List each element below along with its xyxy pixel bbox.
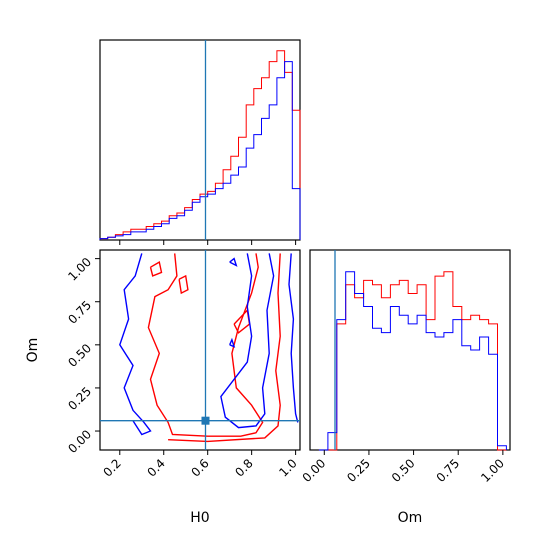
- contour-xtick-label: 0.8: [232, 456, 255, 479]
- panel-hist-H0: [99, 39, 301, 245]
- contour-ytick-label: 0.25: [65, 384, 94, 413]
- hist-Om-series-b-step: [318, 271, 507, 451]
- contour-xtick-label: 1.0: [276, 456, 299, 479]
- hist-Om-xtick-label: 1.00: [478, 456, 507, 485]
- y-axis-label-Om: Om: [25, 338, 41, 363]
- hist-H0-xticks: [119, 240, 297, 245]
- panel-contour-H0-Om: 0.2 0.4 0.6 0.8 1.0 0.000.250.500.751.00 H0 …: [25, 249, 301, 526]
- hist-H0-series-b-step: [99, 61, 301, 240]
- hist-Om-xtick-label: 0.50: [389, 456, 418, 485]
- contour-line-0: [147, 253, 264, 437]
- x-axis-label-Om: Om: [398, 510, 423, 526]
- contour-line-9: [288, 253, 299, 423]
- x-axis-label-H0: H0: [190, 510, 209, 526]
- hist-Om-xticks: 0.00 0.25 0.50 0.75 1.00: [300, 450, 507, 485]
- contour-line-1: [149, 261, 163, 277]
- contour-lines: [119, 253, 299, 443]
- contour-ytick-label: 0.00: [65, 427, 94, 456]
- hist-Om-steps: [318, 271, 507, 451]
- contour-xtick-label: 0.2: [101, 456, 124, 479]
- hist-Om-series-a-step: [318, 271, 507, 451]
- contour-line-8: [220, 253, 275, 429]
- axes-frame-contour: [99, 249, 301, 451]
- truth-markers: [100, 40, 336, 450]
- contour-ytick-label: 0.75: [65, 298, 94, 327]
- contour-xtick-label: 0.6: [188, 456, 211, 479]
- contour-xtick-label: 0.4: [144, 456, 167, 479]
- axes-frame-hist-H0: [99, 39, 301, 241]
- contour-line-4: [168, 253, 281, 443]
- contour-ytick-label: 1.00: [65, 255, 94, 284]
- axes-frame-hist-Om: [309, 249, 511, 451]
- contour-line-7: [229, 337, 236, 348]
- hist-Om-xtick-label: 0.25: [344, 456, 373, 485]
- contour-yticks: 0.00 0.25 0.50 0.75 1.00: [65, 255, 100, 456]
- contour-line-5: [119, 253, 152, 436]
- hist-H0-steps: [99, 50, 301, 240]
- contour-xticks: 0.2 0.4 0.6 0.8 1.0: [101, 450, 300, 480]
- hist-Om-xtick-label: 0.75: [434, 456, 463, 485]
- contour-line-3: [233, 308, 251, 334]
- contour-ytick-label: 0.50: [65, 341, 94, 370]
- panel-hist-Om: 0.00 0.25 0.50 0.75 1.00 Om: [300, 249, 511, 526]
- hist-H0-series-a-step: [99, 50, 301, 240]
- contour-line-2: [178, 274, 189, 295]
- truth-point: [201, 416, 210, 425]
- hist-Om-xtick-label: 0.00: [300, 456, 329, 485]
- contour-line-6: [229, 257, 238, 267]
